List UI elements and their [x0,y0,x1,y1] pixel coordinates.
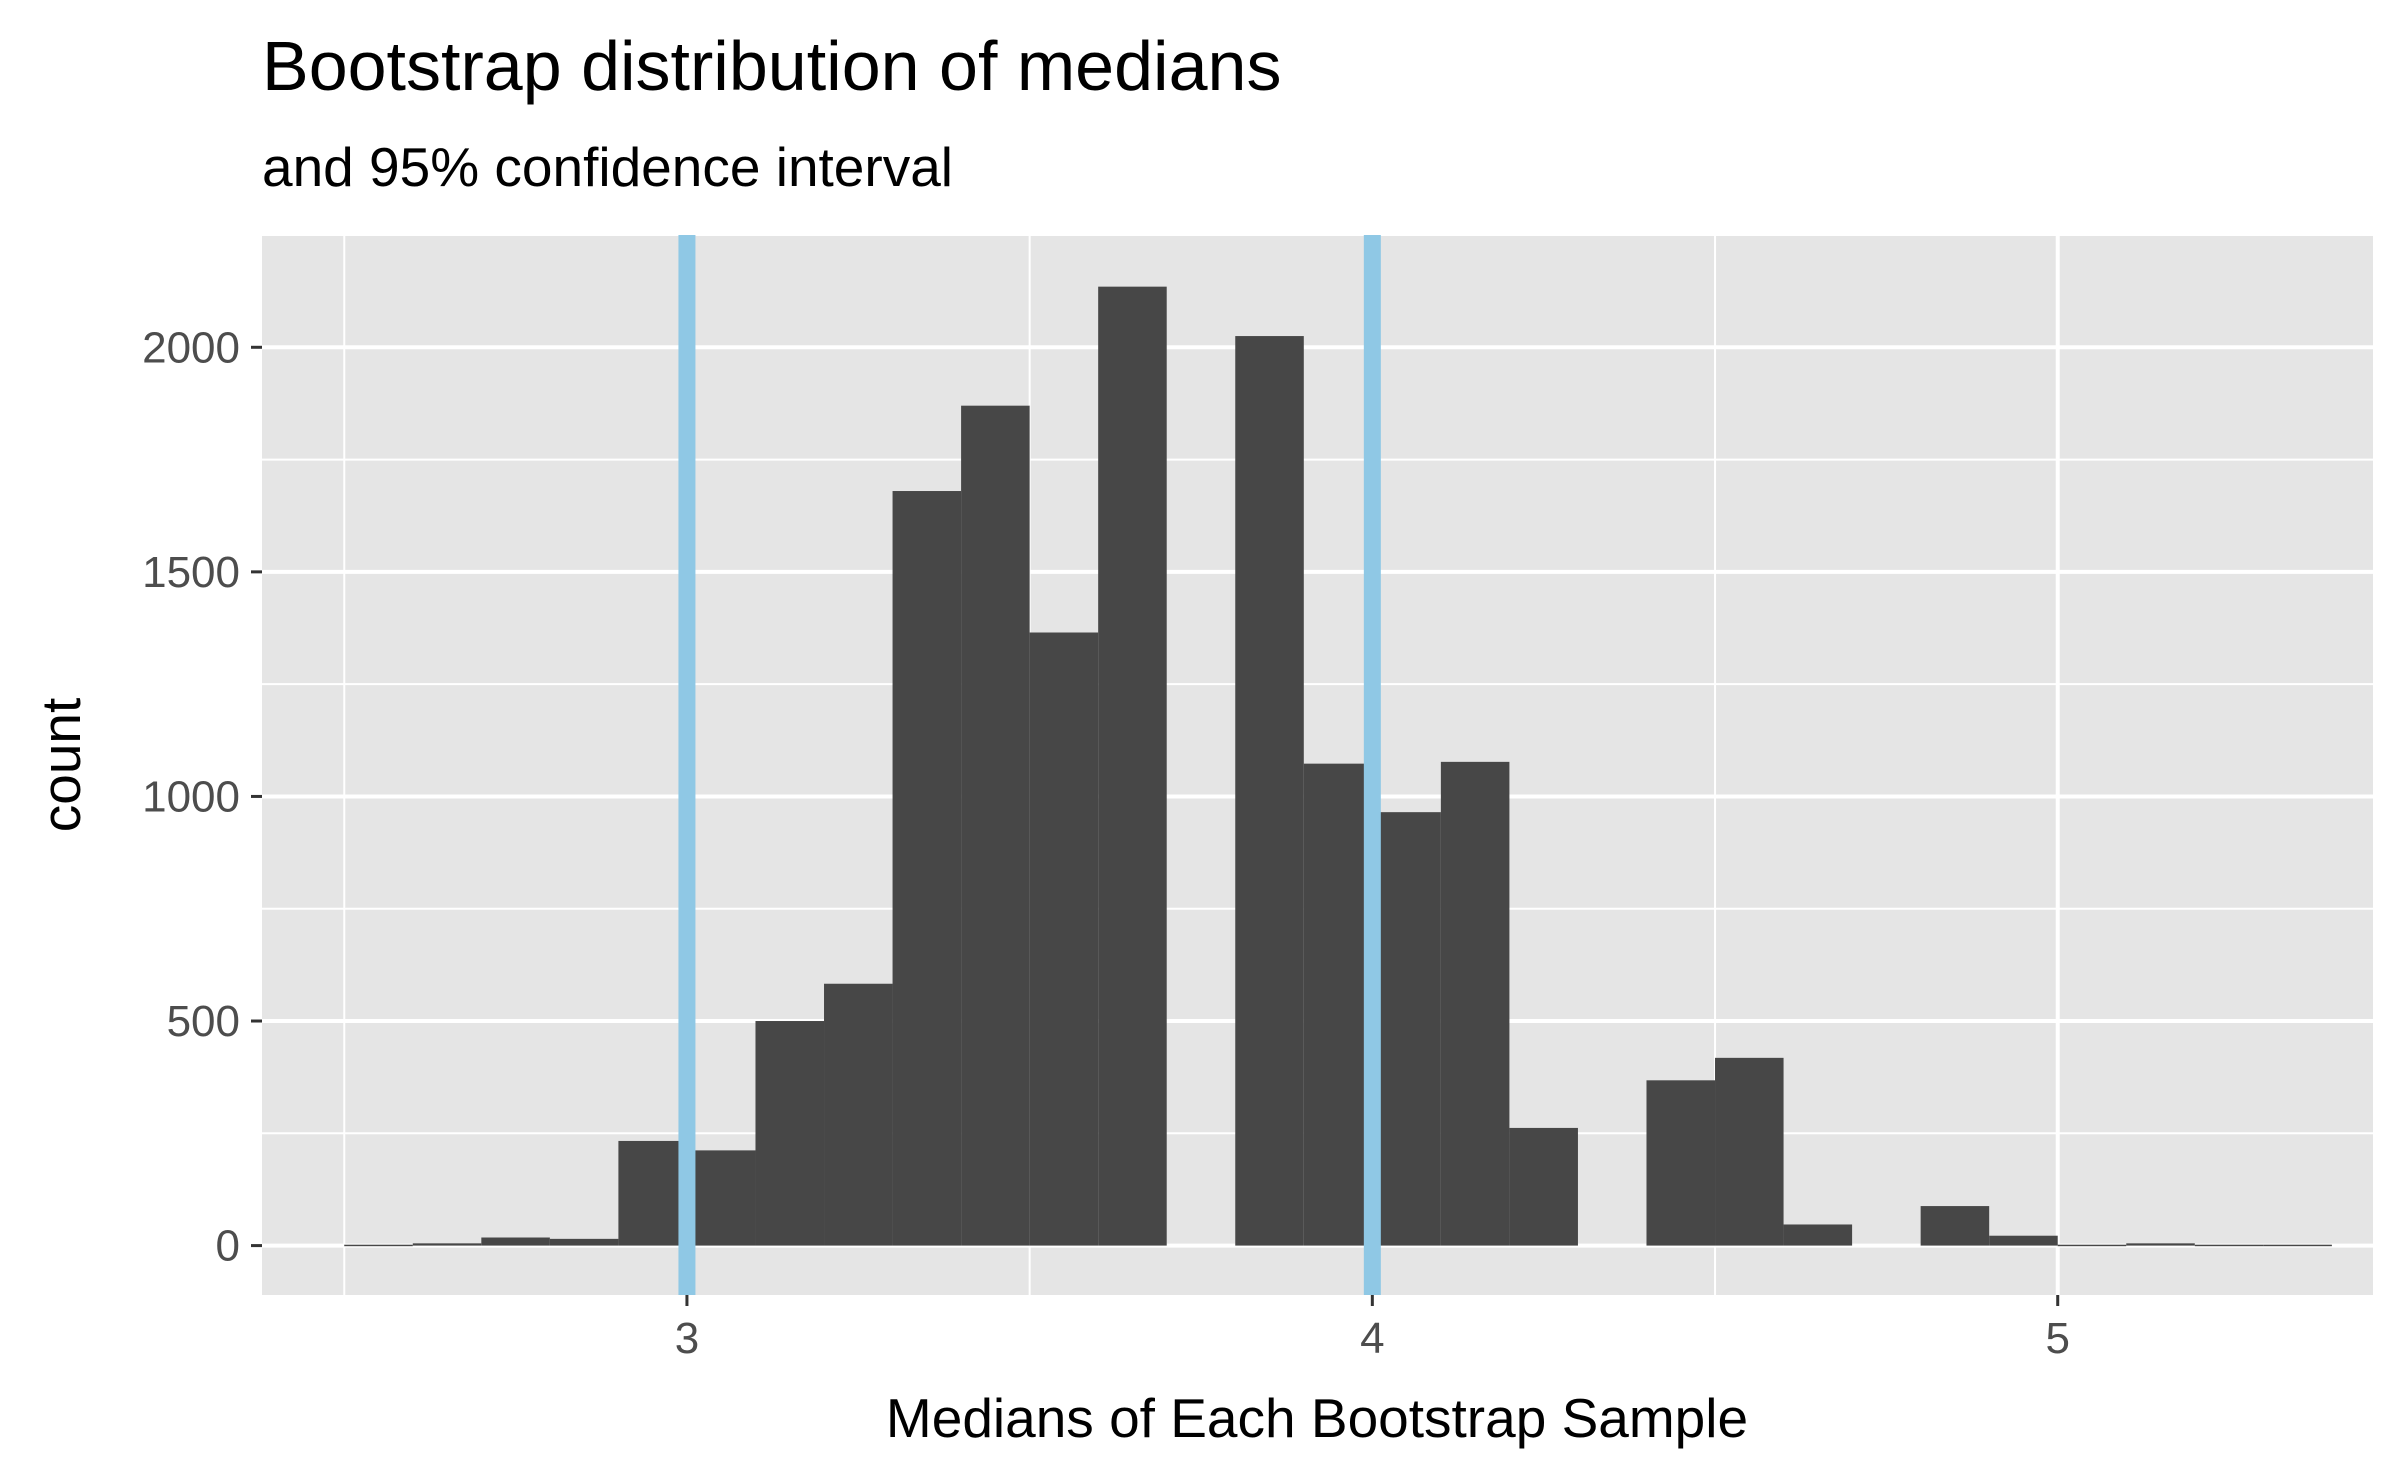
confidence-interval-lines [678,235,1381,1295]
y-axis-title: count [30,698,92,833]
histogram-bar [1783,1224,1853,1246]
x-tick-label: 3 [675,1314,699,1363]
x-axis-ticks: 3 4 5 [675,1295,2070,1363]
histogram-bars [344,286,2332,1247]
histogram-bar [824,983,893,1246]
histogram-bar [1440,761,1510,1246]
y-tick-label: 1500 [142,548,240,597]
y-axis-ticks: 0 500 1000 1500 2000 [142,323,262,1271]
histogram-bar [481,1237,550,1246]
x-axis-title: Medians of Each Bootstrap Sample [886,1387,1748,1449]
y-tick-label: 1000 [142,772,240,821]
histogram-bar [1303,763,1373,1246]
x-tick-label: 5 [2045,1314,2069,1363]
histogram-bar [618,1140,687,1246]
histogram-bar [1646,1080,1716,1246]
y-tick-label: 2000 [142,323,240,372]
histogram-bar [686,1150,756,1246]
x-tick-label: 4 [1360,1314,1384,1363]
chart-subtitle: and 95% confidence interval [262,136,953,198]
histogram-bar [1372,812,1441,1246]
chart-title: Bootstrap distribution of medians [262,27,1281,105]
y-tick-label: 500 [167,997,240,1046]
histogram-bar [549,1238,619,1246]
histogram-bar [1920,1206,1990,1246]
y-tick-label: 0 [216,1222,240,1271]
histogram-bar [344,1244,413,1247]
histogram-bar [1029,632,1099,1246]
histogram-bar [755,1021,825,1246]
histogram-bar [2126,1243,2195,1246]
histogram-bar [892,491,962,1246]
histogram-bar [1715,1057,1784,1246]
histogram-bar [961,405,1030,1246]
histogram-bar [1989,1235,2058,1246]
histogram-bar [2194,1244,2264,1247]
histogram-bar [1098,286,1167,1246]
histogram-bar [2263,1244,2332,1247]
histogram-bar [1509,1127,1578,1246]
histogram-bar [412,1243,482,1246]
histogram-bar [1235,336,1304,1246]
histogram-bar [2057,1244,2127,1247]
